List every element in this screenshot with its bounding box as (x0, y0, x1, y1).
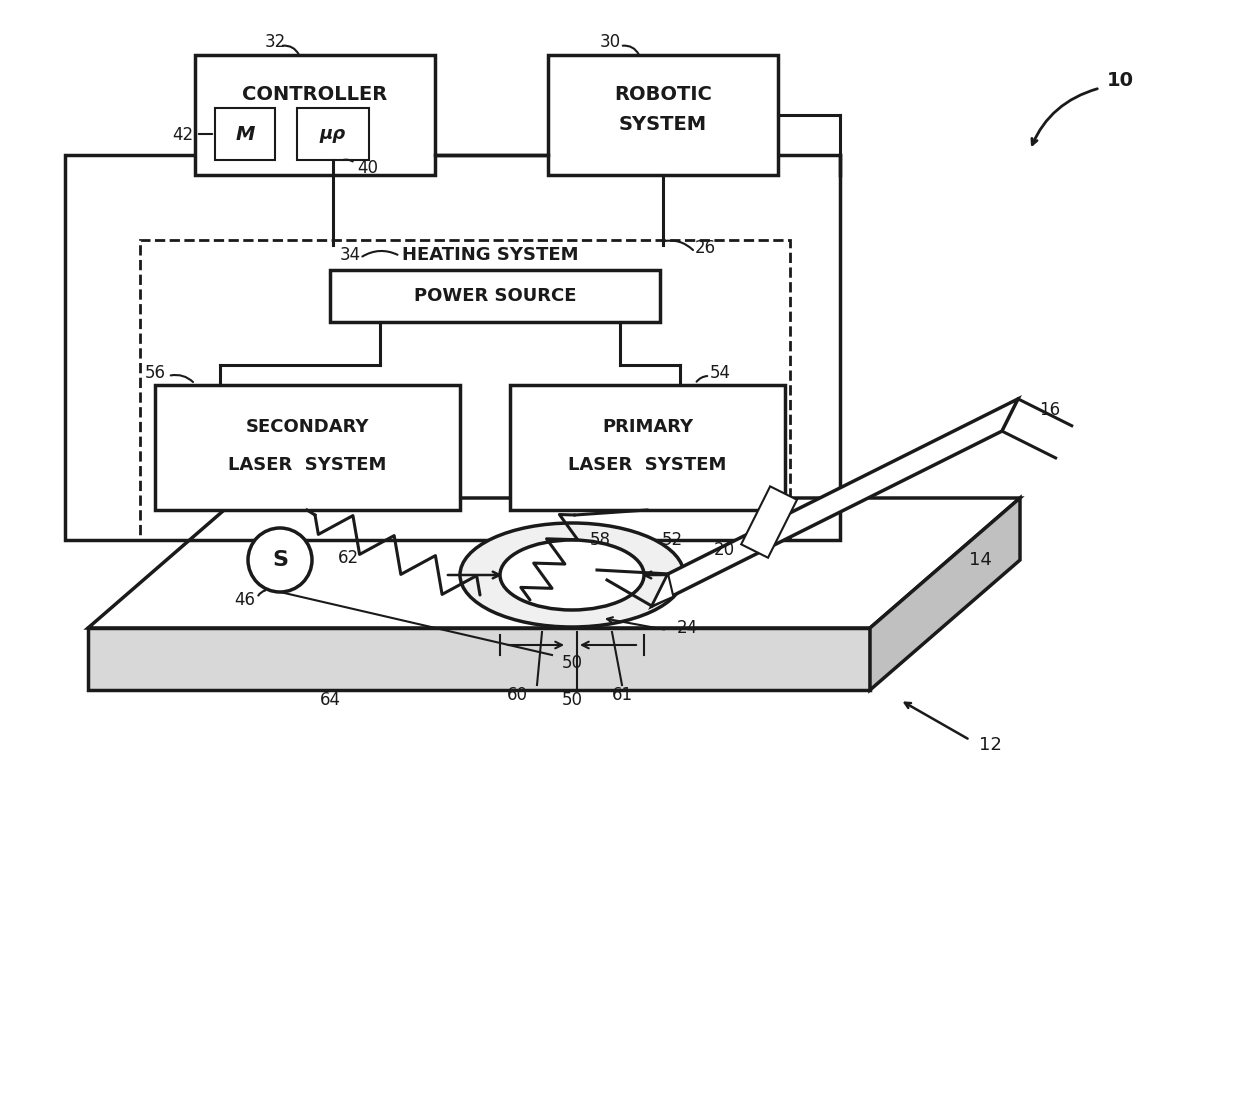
Text: 14: 14 (968, 551, 992, 569)
Ellipse shape (460, 523, 684, 627)
Text: ROBOTIC: ROBOTIC (614, 86, 712, 104)
Text: SYSTEM: SYSTEM (619, 115, 707, 134)
Polygon shape (652, 574, 673, 606)
Text: 58: 58 (589, 531, 610, 549)
Text: LASER  SYSTEM: LASER SYSTEM (568, 456, 727, 474)
Polygon shape (742, 486, 797, 558)
Polygon shape (652, 399, 1018, 606)
Text: 24: 24 (677, 619, 698, 637)
Ellipse shape (500, 540, 644, 610)
Text: 61: 61 (611, 686, 632, 704)
Text: POWER SOURCE: POWER SOURCE (414, 287, 577, 305)
Bar (64, 155, 839, 540)
Bar (298, 108, 370, 160)
Text: M: M (236, 124, 254, 144)
Text: 64: 64 (320, 691, 341, 709)
Text: 32: 32 (264, 33, 285, 51)
Text: 56: 56 (145, 365, 165, 382)
Text: CONTROLLER: CONTROLLER (242, 86, 388, 104)
Bar (215, 108, 275, 160)
Text: HEATING SYSTEM: HEATING SYSTEM (402, 246, 578, 264)
Polygon shape (870, 498, 1021, 690)
Polygon shape (88, 628, 870, 690)
Text: 34: 34 (340, 246, 361, 264)
Text: 46: 46 (234, 591, 255, 609)
Bar (195, 55, 435, 175)
Bar (155, 385, 460, 509)
Text: 26: 26 (694, 239, 715, 257)
Text: 20: 20 (713, 541, 734, 559)
Text: 60: 60 (506, 686, 527, 704)
Text: 30: 30 (599, 33, 620, 51)
Text: PRIMARY: PRIMARY (601, 418, 693, 436)
Text: 54: 54 (709, 365, 730, 382)
Text: SECONDARY: SECONDARY (246, 418, 370, 436)
Text: 12: 12 (978, 736, 1002, 754)
Bar (510, 385, 785, 509)
Bar (140, 240, 790, 540)
Text: 50: 50 (562, 691, 583, 709)
Text: 52: 52 (661, 531, 682, 549)
Text: 40: 40 (357, 159, 378, 177)
Text: S: S (272, 550, 288, 570)
Polygon shape (88, 498, 1021, 628)
Text: 42: 42 (172, 126, 193, 144)
Text: 62: 62 (337, 549, 358, 567)
Text: LASER  SYSTEM: LASER SYSTEM (228, 456, 387, 474)
Text: 10: 10 (1106, 70, 1133, 90)
Text: 50: 50 (562, 654, 583, 672)
Circle shape (248, 528, 312, 592)
Bar (548, 55, 777, 175)
Text: 16: 16 (1039, 401, 1060, 419)
Text: μρ: μρ (320, 125, 346, 143)
Bar (330, 270, 660, 322)
